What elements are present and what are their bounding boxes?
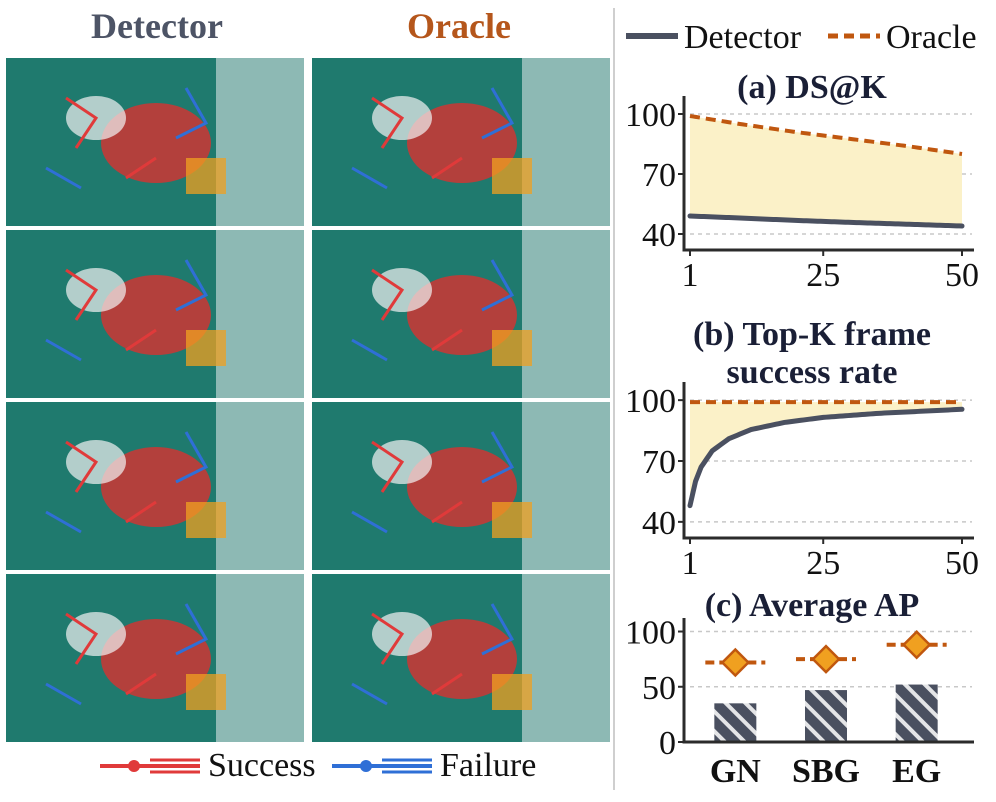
bar-detector-eg <box>895 684 938 742</box>
success-legend-label: Success <box>208 747 316 784</box>
chart-1-gap-fill <box>690 116 962 226</box>
bar-detector-gn <box>714 703 757 742</box>
oracle-marker-eg <box>901 630 932 660</box>
scene-image-grid <box>6 58 610 742</box>
chart-1-xtick-label-1: 1 <box>682 257 699 294</box>
bar-detector-sbg <box>805 690 847 742</box>
scene-image-detector-1 <box>6 58 304 226</box>
chart-2-detector-line <box>687 406 965 509</box>
failure-legend-label: Failure <box>440 747 536 784</box>
chart-3-ytick-label-0: 0 <box>659 725 676 762</box>
grasp-legend: Success Failure <box>100 747 536 784</box>
chart-1-title-line-1: (a) DS@K <box>737 69 887 106</box>
detector-legend-label: Detector <box>684 19 802 56</box>
chart-2-xtick-label-50: 50 <box>945 545 979 582</box>
chart-3-ytick-label-50: 50 <box>642 670 676 707</box>
chart-1-xtick-label-25: 25 <box>806 257 840 294</box>
oracle-marker-sbg <box>811 644 841 674</box>
chart-2-axes <box>682 382 974 540</box>
chart-2-ytick-label-40: 40 <box>642 505 676 542</box>
scene-image-oracle-3 <box>312 402 610 570</box>
chart-1-ytick-label-70: 70 <box>642 157 676 194</box>
category-label-sbg: SBG <box>792 753 860 790</box>
chart-2-xtick-label-1: 1 <box>682 545 699 582</box>
scene-image-detector-3 <box>6 402 304 570</box>
chart-legend: Detector Oracle <box>626 19 977 56</box>
oracle-column-title: Oracle <box>407 6 511 46</box>
scene-image-detector-2 <box>6 230 304 398</box>
chart-1: (a) DS@K 40 70 100 1 25 50 <box>625 69 979 294</box>
chart-3: (c) Average AP GN SBG EG 0 50 100 <box>625 587 974 790</box>
chart-1-detector-line <box>687 213 965 229</box>
chart-1-ytick-label-40: 40 <box>642 217 676 254</box>
failure-legend-icon <box>332 758 432 774</box>
scene-image-oracle-1 <box>312 58 610 226</box>
chart-3-ytick-label-100: 100 <box>625 615 676 652</box>
scene-image-oracle-4 <box>312 574 610 742</box>
detector-column-title: Detector <box>91 6 223 46</box>
category-label-gn: GN <box>710 753 761 790</box>
chart-1-xtick-label-50: 50 <box>945 257 979 294</box>
chart-2-ytick-label-100: 100 <box>625 383 676 420</box>
chart-2-title-line-2: success rate <box>727 354 898 391</box>
category-label-eg: EG <box>892 753 941 790</box>
scene-image-detector-4 <box>6 574 304 742</box>
scene-image-oracle-2 <box>312 230 610 398</box>
oracle-marker-gn <box>720 647 751 678</box>
oracle-legend-label: Oracle <box>886 19 977 56</box>
chart-1-oracle-line <box>689 114 963 156</box>
chart-3-title: (c) Average AP <box>705 587 920 624</box>
chart-1-ytick-label-100: 100 <box>625 97 676 134</box>
chart-2-title-line-1: (b) Top-K frame <box>693 316 931 353</box>
chart-2-ytick-label-70: 70 <box>642 444 676 481</box>
chart-1-axes <box>682 96 974 252</box>
success-legend-icon <box>100 758 200 774</box>
chart-2-xtick-label-25: 25 <box>806 545 840 582</box>
